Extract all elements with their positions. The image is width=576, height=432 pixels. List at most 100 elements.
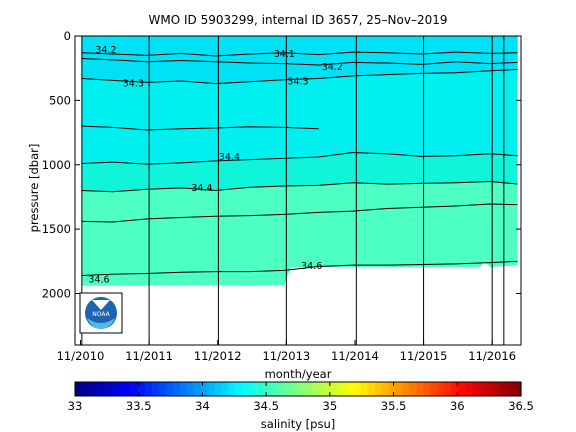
- colorbar-segment: [298, 382, 306, 396]
- contour-label: 34.2: [95, 45, 116, 56]
- colorbar-segment: [311, 382, 320, 396]
- colorbar-segment: [81, 382, 90, 396]
- x-tick-label: 11/2010: [57, 349, 105, 363]
- colorbar-segment: [479, 382, 487, 396]
- x-tick-label: 11/2015: [400, 349, 448, 363]
- contour-label: 34.2: [322, 62, 343, 73]
- contour-line-34-1: [81, 51, 518, 57]
- colorbar-segment: [458, 382, 466, 396]
- chart-title: WMO ID 5903299, internal ID 3657, 25–Nov…: [149, 13, 448, 27]
- colorbar-tick-label: 34.5: [253, 399, 279, 413]
- colorbar-segment: [325, 382, 334, 396]
- x-tick-label: 11/2016: [468, 349, 516, 363]
- contour-line-34-4: [81, 152, 518, 165]
- colorbar-segment: [409, 382, 418, 396]
- colorbar-segment: [130, 382, 139, 396]
- colorbar-segment: [95, 382, 104, 396]
- plot-area: 34.2 34.1 34.2 34.3 34.3 34.4 34.4 34.6 34.6 0 500…: [42, 29, 522, 363]
- colorbar-segment: [360, 382, 369, 396]
- x-tick-label: 11/2011: [125, 349, 173, 363]
- colorbar-segment: [193, 382, 202, 396]
- colorbar-segment: [493, 382, 501, 396]
- colorbar-segment: [123, 382, 132, 396]
- y-tick-label: 1000: [42, 158, 71, 172]
- colorbar-tick-label: 36.5: [508, 399, 534, 413]
- y-axis-label: pressure [dbar]: [27, 144, 41, 233]
- colorbar-segment: [144, 382, 153, 396]
- colorbar-segment: [116, 382, 125, 396]
- colorbar-segment: [242, 382, 250, 396]
- colorbar-label: salinity [psu]: [261, 417, 335, 431]
- colorbar-segment: [214, 382, 222, 396]
- x-tick-label: 11/2012: [194, 349, 242, 363]
- colorbar-segment: [165, 382, 174, 396]
- colorbar-segment: [75, 382, 83, 396]
- colorbar-segment: [451, 382, 459, 396]
- colorbar-segment: [486, 382, 494, 396]
- colorbar-tick-label: 35: [323, 399, 338, 413]
- contour-label: 34.1: [274, 49, 295, 60]
- colorbar-segment: [172, 382, 181, 396]
- y-tick-label: 2000: [42, 287, 71, 301]
- colorbar-segment: [270, 382, 278, 396]
- colorbar-segment: [158, 382, 167, 396]
- colorbar-segment: [318, 382, 327, 396]
- colorbar-segment: [388, 382, 397, 396]
- contour-label: 34.4: [219, 152, 240, 163]
- colorbar-segment: [291, 382, 299, 396]
- colorbar: 33 33.5 34 34.5 35 35.5 36 36.5: [68, 381, 534, 413]
- colorbar-segment: [88, 382, 97, 396]
- y-tick-label: 1500: [42, 222, 71, 236]
- contour-label: 34.6: [88, 274, 109, 285]
- colorbar-tick-label: 36: [450, 399, 465, 413]
- colorbar-segment: [263, 382, 271, 396]
- colorbar-segment: [200, 382, 209, 396]
- noaa-logo-text: NOAA: [92, 311, 110, 318]
- colorbar-segment: [514, 382, 522, 396]
- colorbar-tick-label: 33.5: [126, 399, 152, 413]
- contour-line-34-2: [81, 58, 518, 66]
- colorbar-segment: [186, 382, 195, 396]
- contour-label: 34.3: [123, 79, 144, 90]
- colorbar-segment: [416, 382, 425, 396]
- colorbar-segment: [353, 382, 362, 396]
- contour-line-34-3: [81, 68, 518, 85]
- colorbar-segment: [465, 382, 473, 396]
- colorbar-segment: [109, 382, 118, 396]
- contour-line-34-6: [81, 203, 518, 223]
- y-tick-label: 500: [49, 93, 71, 107]
- colorbar-segment: [500, 382, 508, 396]
- colorbar-tick-label: 35.5: [381, 399, 407, 413]
- colorbar-segment: [284, 382, 292, 396]
- colorbar-segment: [235, 382, 243, 396]
- contour-label: 34.6: [301, 261, 322, 272]
- colorbar-segment: [395, 382, 404, 396]
- colorbar-segment: [151, 382, 160, 396]
- colorbar-segment: [277, 382, 285, 396]
- colorbar-segment: [374, 382, 383, 396]
- colorbar-segment: [437, 382, 445, 396]
- colorbar-segment: [339, 382, 348, 396]
- contour-line-33-9: [81, 125, 319, 131]
- contour-label: 34.4: [191, 183, 212, 194]
- colorbar-segment: [444, 382, 452, 396]
- y-tick-label: 0: [64, 29, 71, 43]
- noaa-logo: NOAA: [79, 292, 123, 334]
- noaa-logo-emblem: [85, 297, 117, 329]
- colorbar-segment: [332, 382, 341, 396]
- x-axis-label: month/year: [265, 367, 332, 381]
- colorbar-segment: [249, 382, 257, 396]
- contour-label: 34.3: [287, 77, 308, 88]
- x-tick-label: 11/2014: [331, 349, 379, 363]
- colorbar-segment: [402, 382, 411, 396]
- colorbar-segment: [137, 382, 146, 396]
- colorbar-segment: [507, 382, 515, 396]
- contour-line-34-5: [81, 180, 518, 193]
- colorbar-segment: [207, 382, 215, 396]
- colorbar-segment: [381, 382, 390, 396]
- colorbar-segment: [430, 382, 438, 396]
- colorbar-segment: [346, 382, 355, 396]
- colorbar-segment: [228, 382, 236, 396]
- colorbar-tick-label: 34: [195, 399, 210, 413]
- colorbar-segment: [423, 382, 432, 396]
